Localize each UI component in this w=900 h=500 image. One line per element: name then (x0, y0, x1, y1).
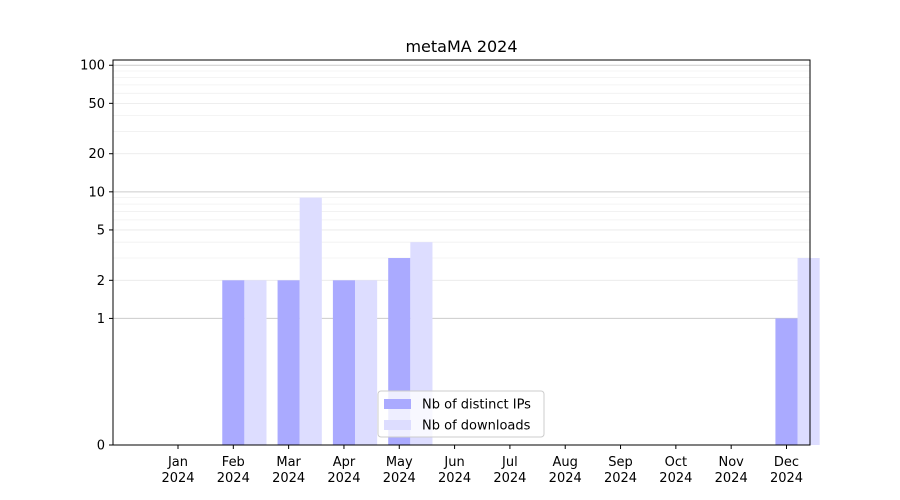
bar-layer (222, 197, 820, 445)
x-tick-label-year: 2024 (493, 471, 526, 486)
x-tick-label-year: 2024 (715, 471, 748, 486)
x-tick-label-year: 2024 (383, 471, 416, 486)
x-tick-label-year: 2024 (659, 471, 692, 486)
x-tick-label-month: Sep (608, 455, 633, 470)
bar-downloads-dec (797, 258, 820, 445)
y-tick-label: 10 (88, 185, 105, 200)
chart-title: metaMA 2024 (405, 37, 517, 56)
x-tick-label-month: Dec (774, 455, 799, 470)
bar-downloads-apr (355, 280, 378, 445)
x-tick-label-year: 2024 (770, 471, 803, 486)
y-tick-label: 0 (97, 439, 105, 454)
x-tick-label-month: Jan (167, 455, 188, 470)
x-axis: Jan2024Feb2024Mar2024Apr2024May2024Jun20… (161, 445, 803, 486)
grid-layer (113, 64, 810, 319)
x-tick-label-year: 2024 (217, 471, 250, 486)
x-tick-label-month: Oct (665, 455, 687, 470)
legend-box (377, 390, 545, 438)
legend-swatch (384, 399, 411, 409)
plot-frame (112, 59, 811, 446)
bar-distinct-ips-mar (277, 280, 300, 445)
x-tick-label-month: Jun (443, 455, 464, 470)
y-tick-label: 5 (97, 223, 105, 238)
legend-label: Nb of distinct IPs (422, 398, 531, 413)
y-tick-label: 20 (88, 147, 105, 162)
x-tick-label-year: 2024 (438, 471, 471, 486)
legend: Nb of distinct IPs Nb of downloads (377, 390, 545, 438)
bar-distinct-ips-dec (775, 318, 798, 445)
x-tick-label-month: Feb (222, 455, 245, 470)
x-tick-label-month: May (386, 455, 413, 470)
legend-swatch (384, 420, 411, 430)
x-tick-label-month: Jul (501, 455, 518, 470)
y-tick-label: 2 (97, 274, 105, 289)
x-tick-label-month: Apr (333, 455, 356, 470)
x-tick-label-year: 2024 (549, 471, 582, 486)
bar-distinct-ips-feb (222, 280, 245, 445)
y-tick-label: 50 (88, 97, 105, 112)
y-tick-label: 100 (80, 59, 105, 74)
x-tick-label-month: Mar (276, 455, 301, 470)
bar-distinct-ips-apr (332, 280, 356, 445)
legend-label: Nb of downloads (422, 419, 531, 434)
x-tick-label-year: 2024 (604, 471, 637, 486)
y-axis: 0 1 2 5 10 20 50 100 (80, 59, 113, 454)
x-tick-label-year: 2024 (161, 471, 194, 486)
x-tick-label-year: 2024 (272, 471, 305, 486)
bar-downloads-mar (299, 197, 322, 445)
y-tick-label: 1 (97, 312, 105, 327)
x-tick-label-month: Aug (553, 455, 578, 470)
x-tick-label-month: Nov (718, 455, 744, 470)
bar-downloads-feb (244, 280, 267, 445)
x-tick-label-year: 2024 (327, 471, 360, 486)
